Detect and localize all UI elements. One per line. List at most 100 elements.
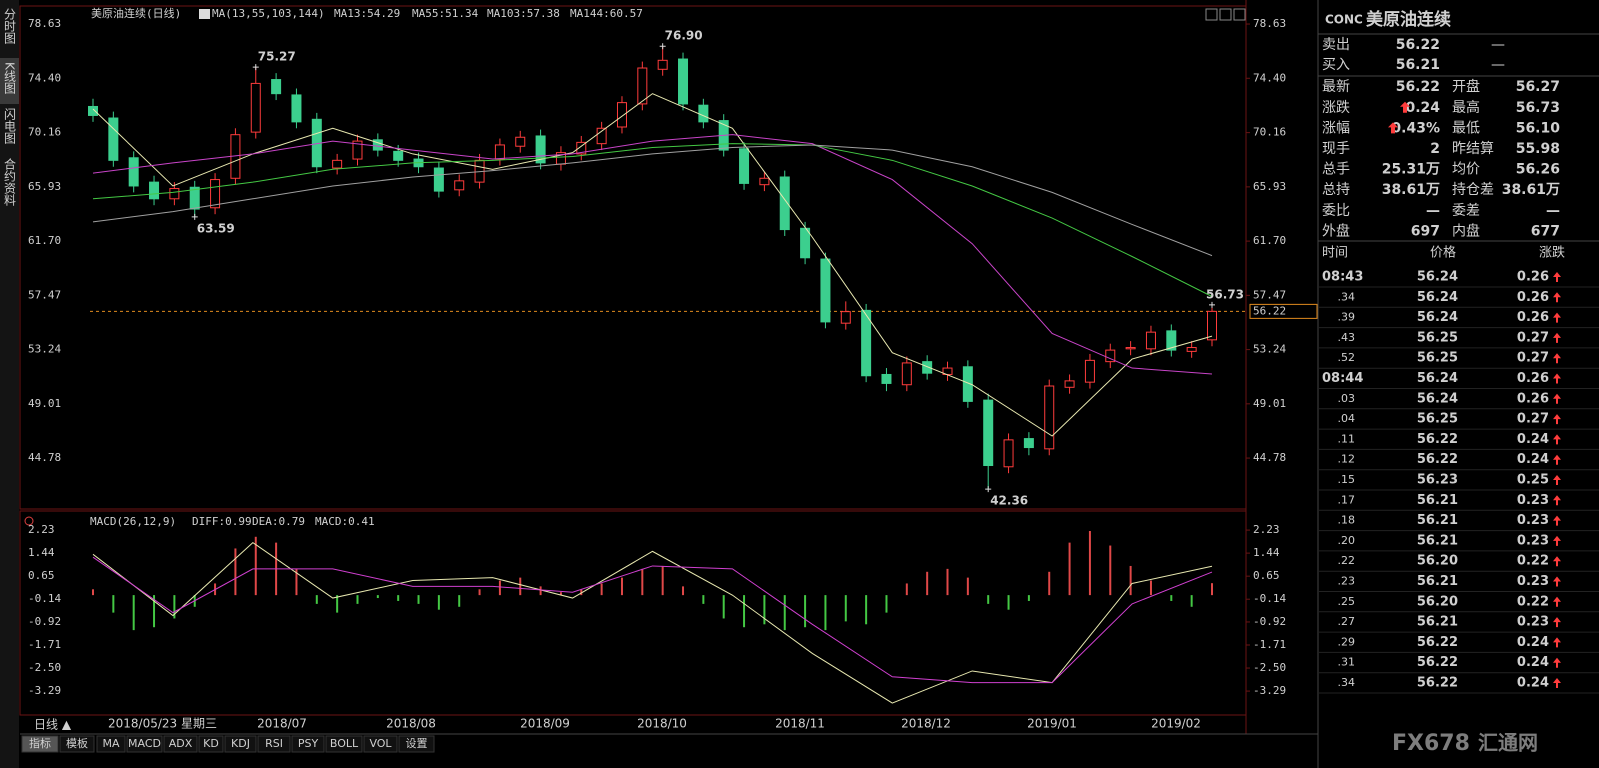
up-arrow xyxy=(1553,576,1561,587)
candle-body xyxy=(515,136,526,147)
tab[interactable] xyxy=(126,735,163,753)
tab-label[interactable]: VOL xyxy=(369,737,392,750)
tick-time: .15 xyxy=(1338,473,1356,486)
up-arrow xyxy=(1553,556,1561,567)
period[interactable]: 日线 ▲ xyxy=(34,718,72,732)
quote-name: 美原油连续 xyxy=(1366,9,1451,30)
y-tick-label: 49.01 xyxy=(1253,397,1286,410)
up-arrow xyxy=(1553,414,1561,425)
x-tick-label: 2018/10 xyxy=(637,717,687,731)
toolbar-icons[interactable] xyxy=(1205,8,1246,21)
extreme-marker xyxy=(191,213,198,220)
tab[interactable] xyxy=(96,735,126,753)
sidebar xyxy=(0,0,19,768)
ma-icon xyxy=(199,9,210,19)
tick-price: 56.21 xyxy=(1417,615,1458,630)
tick-change: 0.26 xyxy=(1517,270,1549,285)
tab[interactable] xyxy=(163,735,198,753)
extreme-label: 56.73 xyxy=(1206,287,1244,301)
quote-cell: 昨结算 xyxy=(1452,141,1494,157)
y-tick-label: 78.63 xyxy=(1253,17,1286,30)
macd-icon[interactable] xyxy=(24,516,34,526)
y-tick-label: 53.24 xyxy=(1253,343,1286,356)
x-tick-label: 2018/12 xyxy=(901,717,951,731)
sidebar-tab[interactable]: K线图 xyxy=(3,62,17,94)
tab-label[interactable]: PSY xyxy=(298,737,319,750)
extreme-label: 76.90 xyxy=(665,29,703,43)
quote-cell: 涨幅 xyxy=(1322,120,1350,136)
tick-change: 0.24 xyxy=(1517,635,1549,650)
ma-line xyxy=(92,143,1213,297)
tab-label[interactable]: 模板 xyxy=(66,736,88,750)
y-tick-label: 44.78 xyxy=(28,451,61,464)
quote-cell: 买入 xyxy=(1322,57,1350,73)
y-tick-label: -0.92 xyxy=(1253,615,1286,628)
tick-time: .23 xyxy=(1338,575,1356,588)
up-arrow xyxy=(1553,292,1561,303)
tab-label[interactable]: ADX xyxy=(169,737,193,750)
tick-change: 0.23 xyxy=(1517,574,1549,589)
legend-entry: DIFF:0.99 xyxy=(192,515,252,528)
tick-price: 56.24 xyxy=(1417,310,1458,325)
tab-label[interactable]: MA xyxy=(102,737,119,750)
tab[interactable] xyxy=(59,735,95,753)
quote-cell: — xyxy=(1426,203,1440,219)
tab[interactable] xyxy=(325,735,363,753)
up-arrow xyxy=(1553,495,1561,506)
tick-change: 0.27 xyxy=(1517,351,1549,366)
icon[interactable] xyxy=(1205,8,1218,21)
quote-cell: 最低 xyxy=(1452,120,1480,136)
tab[interactable] xyxy=(363,735,398,753)
tick-price: 56.23 xyxy=(1417,473,1458,488)
tab-label[interactable]: KDJ xyxy=(231,737,250,750)
extreme-label: 75.27 xyxy=(258,50,296,64)
y-tick-label: 74.40 xyxy=(28,71,61,84)
tick-time: 08:44 xyxy=(1322,371,1363,386)
y-tick-label: 2.23 xyxy=(28,523,55,536)
tick-price: 56.22 xyxy=(1417,676,1458,691)
up-arrow xyxy=(1553,272,1561,282)
tab-label[interactable]: 指标 xyxy=(29,736,51,750)
tab[interactable] xyxy=(21,735,59,753)
sidebar-tab[interactable]: 闪电图 xyxy=(3,108,17,144)
up-arrow xyxy=(1553,332,1561,343)
icon[interactable] xyxy=(1219,8,1232,21)
sidebar-tab[interactable]: 合约资料 xyxy=(3,157,17,206)
tick-time: .12 xyxy=(1338,453,1356,466)
tick-time: .31 xyxy=(1338,656,1356,669)
candle-body xyxy=(596,127,607,145)
y-tick-label: 57.47 xyxy=(28,288,61,301)
candle-body xyxy=(616,102,627,128)
candle-body xyxy=(698,104,709,123)
icon[interactable] xyxy=(1233,8,1246,21)
tab[interactable] xyxy=(224,735,257,753)
y-tick-label: 1.44 xyxy=(28,546,55,559)
up-arrow xyxy=(1553,312,1561,323)
candle-body xyxy=(759,177,770,186)
quote-cell: — xyxy=(1546,203,1560,219)
tab-label[interactable]: MACD xyxy=(128,737,161,750)
quote-cell: 56.27 xyxy=(1516,79,1560,95)
up-arrow xyxy=(1553,678,1561,688)
tab-label[interactable]: RSI xyxy=(265,737,283,750)
tab[interactable] xyxy=(198,735,224,753)
sidebar-tab[interactable]: 分时图 xyxy=(3,8,17,44)
quote-cell: 56.22 xyxy=(1396,37,1440,53)
quote-cell: 677 xyxy=(1531,223,1560,239)
candle-body xyxy=(739,148,750,184)
tick-price: 56.20 xyxy=(1417,554,1458,569)
tab-label[interactable]: BOLL xyxy=(330,737,359,750)
tab[interactable] xyxy=(398,735,435,753)
quote-cell: 2 xyxy=(1430,141,1440,157)
tick-price: 56.24 xyxy=(1417,290,1458,305)
tab[interactable] xyxy=(257,735,291,753)
tab-label[interactable]: KD xyxy=(203,737,219,750)
tab-label[interactable]: 设置 xyxy=(406,737,428,750)
y-tick-label: 78.63 xyxy=(28,17,61,30)
tab[interactable] xyxy=(291,735,325,753)
candle-body xyxy=(250,82,261,133)
x-tick-label: 2018/11 xyxy=(775,717,825,731)
watermark: 汇通网 xyxy=(1478,731,1538,755)
candle-body xyxy=(433,167,444,192)
ma-line xyxy=(92,93,1213,437)
